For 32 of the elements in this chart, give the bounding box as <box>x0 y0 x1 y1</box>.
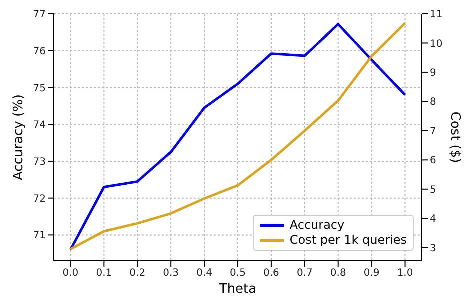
x-tick-label: 0.3 <box>163 268 180 280</box>
y-tick-label: 75 <box>33 83 46 94</box>
y2-tick-label: 3 <box>430 243 436 254</box>
x-tick-label: 0.0 <box>62 268 79 280</box>
y-tick-label: 71 <box>33 230 46 242</box>
x-tick-label: 1.0 <box>397 268 414 280</box>
legend-label: Cost per 1k queries <box>290 233 407 248</box>
x-tick-label: 0.7 <box>296 268 313 280</box>
y-tick-label: 74 <box>33 120 46 132</box>
y-tick-label: 73 <box>33 157 46 168</box>
y2-tick-label: 5 <box>430 184 436 196</box>
y-axis-title: Accuracy (%) <box>12 94 27 180</box>
x-tick-label: 0.8 <box>330 268 346 280</box>
x-tick-label: 0.4 <box>196 268 212 280</box>
legend-label: Accuracy <box>290 218 345 233</box>
y2-tick-label: 9 <box>430 68 436 80</box>
y2-tick-label: 10 <box>430 38 443 50</box>
y2-tick-label: 11 <box>430 10 443 21</box>
y-tick-label: 76 <box>33 46 46 58</box>
y2-axis-title: Cost ($) <box>447 112 462 164</box>
y2-tick-label: 4 <box>430 214 436 226</box>
x-tick-label: 0.1 <box>96 268 112 280</box>
x-tick-label: 0.9 <box>364 268 380 280</box>
x-tick-label: 0.5 <box>230 268 246 280</box>
x-axis-title: Theta <box>218 282 257 297</box>
y2-tick-label: 8 <box>430 97 436 108</box>
y-tick-label: 72 <box>33 194 46 205</box>
x-tick-label: 0.2 <box>130 268 146 280</box>
y-tick-label: 77 <box>33 10 46 21</box>
x-tick-label: 0.6 <box>264 268 280 280</box>
y2-tick-label: 7 <box>430 126 436 138</box>
y2-tick-label: 6 <box>430 156 436 167</box>
